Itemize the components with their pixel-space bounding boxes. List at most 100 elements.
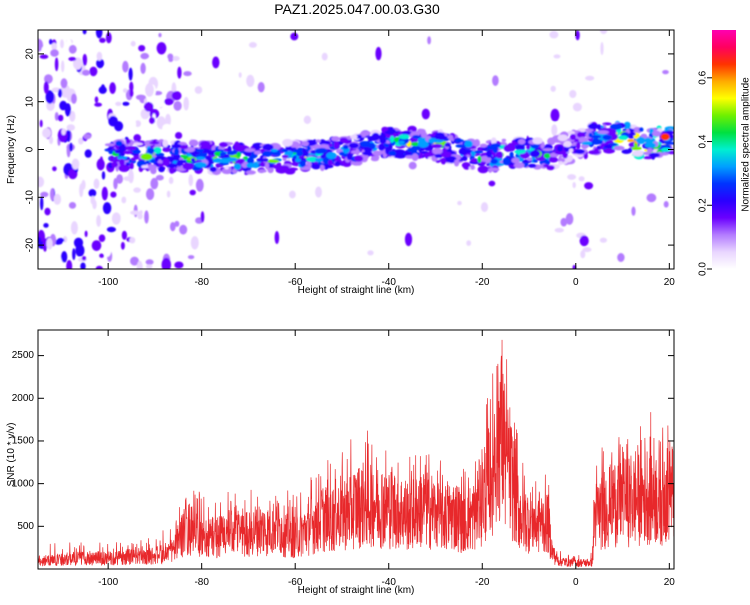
spectral-noise-blob	[66, 260, 73, 269]
spectral-ridge-blob	[390, 135, 395, 143]
spectral-ridge-blob	[111, 161, 118, 168]
spectral-ridge-blob	[470, 150, 476, 157]
spectral-ridge-blob	[495, 151, 504, 159]
spectral-noise-blob	[111, 212, 121, 225]
spectral-noise-blob	[128, 67, 133, 81]
spectral-ridge-blob	[231, 168, 238, 174]
spectral-ridge-blob	[182, 162, 194, 170]
spectral-noise-blob	[99, 37, 106, 43]
spectral-noise-blob	[71, 158, 80, 170]
spectral-ridge-blob	[270, 148, 278, 153]
spectral-ridge-blob	[381, 126, 389, 132]
spectral-ridge-blob	[296, 150, 304, 157]
spectral-noise-blob	[39, 119, 43, 128]
spectral-noise-blob	[93, 178, 100, 189]
spectral-ridge-blob	[158, 166, 165, 173]
x-tick-label: 20	[664, 277, 676, 288]
spectral-noise-blob	[375, 46, 382, 61]
spectral-ridge-blob	[623, 121, 631, 130]
spectral-ridge-blob	[286, 167, 298, 171]
spectral-noise-blob	[88, 189, 97, 198]
y-axis-label: Frequency (Hz)	[6, 115, 17, 184]
spectral-ridge-blob	[141, 165, 149, 169]
spectral-ridge-blob	[652, 130, 661, 137]
spectral-noise-blob	[194, 86, 203, 94]
spectral-noise-blob	[150, 177, 159, 190]
spectral-noise-blob	[156, 42, 167, 55]
spectral-noise-blob	[274, 231, 280, 244]
spectral-noise-blob	[189, 189, 196, 196]
x-tick-label: -60	[288, 577, 303, 588]
spectral-ridge-blob	[518, 138, 526, 145]
spectral-noise-blob	[60, 78, 68, 89]
spectral-noise-blob	[427, 36, 431, 45]
spectral-ridge-blob	[262, 150, 272, 157]
spectral-ridge-blob	[280, 165, 290, 170]
spectral-ridge-blob	[440, 151, 452, 158]
x-tick-label: -100	[98, 277, 118, 288]
spectral-ridge-blob	[236, 151, 241, 158]
spectral-noise-blob	[572, 113, 581, 121]
spectral-noise-blob	[99, 156, 103, 165]
spectral-noise-blob	[162, 123, 172, 133]
spectrogram-area	[38, 30, 674, 269]
spectral-ridge-blob	[246, 162, 256, 168]
spectral-ridge-blob	[333, 141, 340, 150]
spectral-noise-blob	[61, 251, 68, 263]
spectral-ridge-blob	[315, 139, 321, 143]
spectral-ridge-blob	[171, 143, 182, 149]
spectral-noise-blob	[585, 75, 595, 81]
x-tick-label: -100	[98, 577, 118, 588]
x-tick-label: 20	[664, 577, 676, 588]
spectral-ridge-blob	[604, 128, 617, 136]
spectral-ridge-blob	[636, 136, 646, 145]
spectral-noise-blob	[567, 174, 577, 180]
spectral-ridge-blob	[234, 146, 246, 152]
spectral-noise-blob	[560, 217, 568, 227]
spectral-ridge-blob	[360, 141, 371, 148]
spectral-ridge-blob	[348, 142, 359, 149]
spectral-noise-blob	[104, 65, 111, 75]
colorbar-tick-label: 0.4	[698, 134, 709, 148]
spectral-ridge-blob	[225, 157, 238, 162]
spectral-noise-blob	[246, 74, 255, 87]
spectral-ridge-blob	[509, 151, 514, 158]
spectral-ridge-blob	[432, 148, 443, 155]
spectral-ridge-blob	[492, 148, 498, 153]
spectral-ridge-blob	[567, 155, 573, 162]
spectral-noise-blob	[166, 190, 171, 198]
spectral-noise-blob	[466, 240, 472, 246]
spectral-noise-blob	[84, 230, 88, 237]
spectral-ridge-blob	[648, 152, 661, 158]
spectral-noise-blob	[303, 115, 312, 125]
spectral-noise-blob	[60, 39, 64, 49]
spectral-noise-blob	[121, 230, 127, 240]
spectral-noise-blob	[404, 232, 413, 247]
spectral-ridge-blob	[613, 145, 625, 151]
spectral-ridge-blob	[129, 162, 134, 170]
spectral-noise-blob	[183, 71, 192, 77]
spectral-ridge-blob	[548, 157, 559, 163]
spectral-noise-blob	[170, 222, 176, 232]
y-tick-label: 2000	[12, 393, 35, 404]
spectral-ridge-blob	[576, 131, 584, 138]
spectral-noise-blob	[187, 255, 195, 260]
spectral-noise-blob	[113, 178, 118, 190]
spectral-ridge-blob	[515, 144, 525, 152]
spectral-ridge-blob	[267, 159, 280, 163]
spectral-noise-blob	[248, 42, 257, 48]
spectral-noise-blob	[70, 221, 78, 235]
spectral-ridge-blob	[542, 148, 553, 152]
spectral-noise-blob	[61, 128, 66, 136]
spectral-ridge-blob	[132, 142, 143, 146]
spectral-noise-blob	[173, 101, 182, 111]
spectral-noise-blob	[45, 90, 55, 104]
spectral-noise-blob	[321, 52, 328, 61]
y-tick-label: 10	[25, 96, 36, 108]
spectral-ridge-blob	[502, 157, 511, 166]
colorbar-tick-label: 0.2	[698, 198, 709, 212]
spectral-noise-blob	[315, 186, 322, 198]
spectral-noise-blob	[145, 259, 154, 265]
spectral-ridge-blob	[644, 142, 657, 148]
spectral-ridge-blob	[162, 147, 172, 153]
